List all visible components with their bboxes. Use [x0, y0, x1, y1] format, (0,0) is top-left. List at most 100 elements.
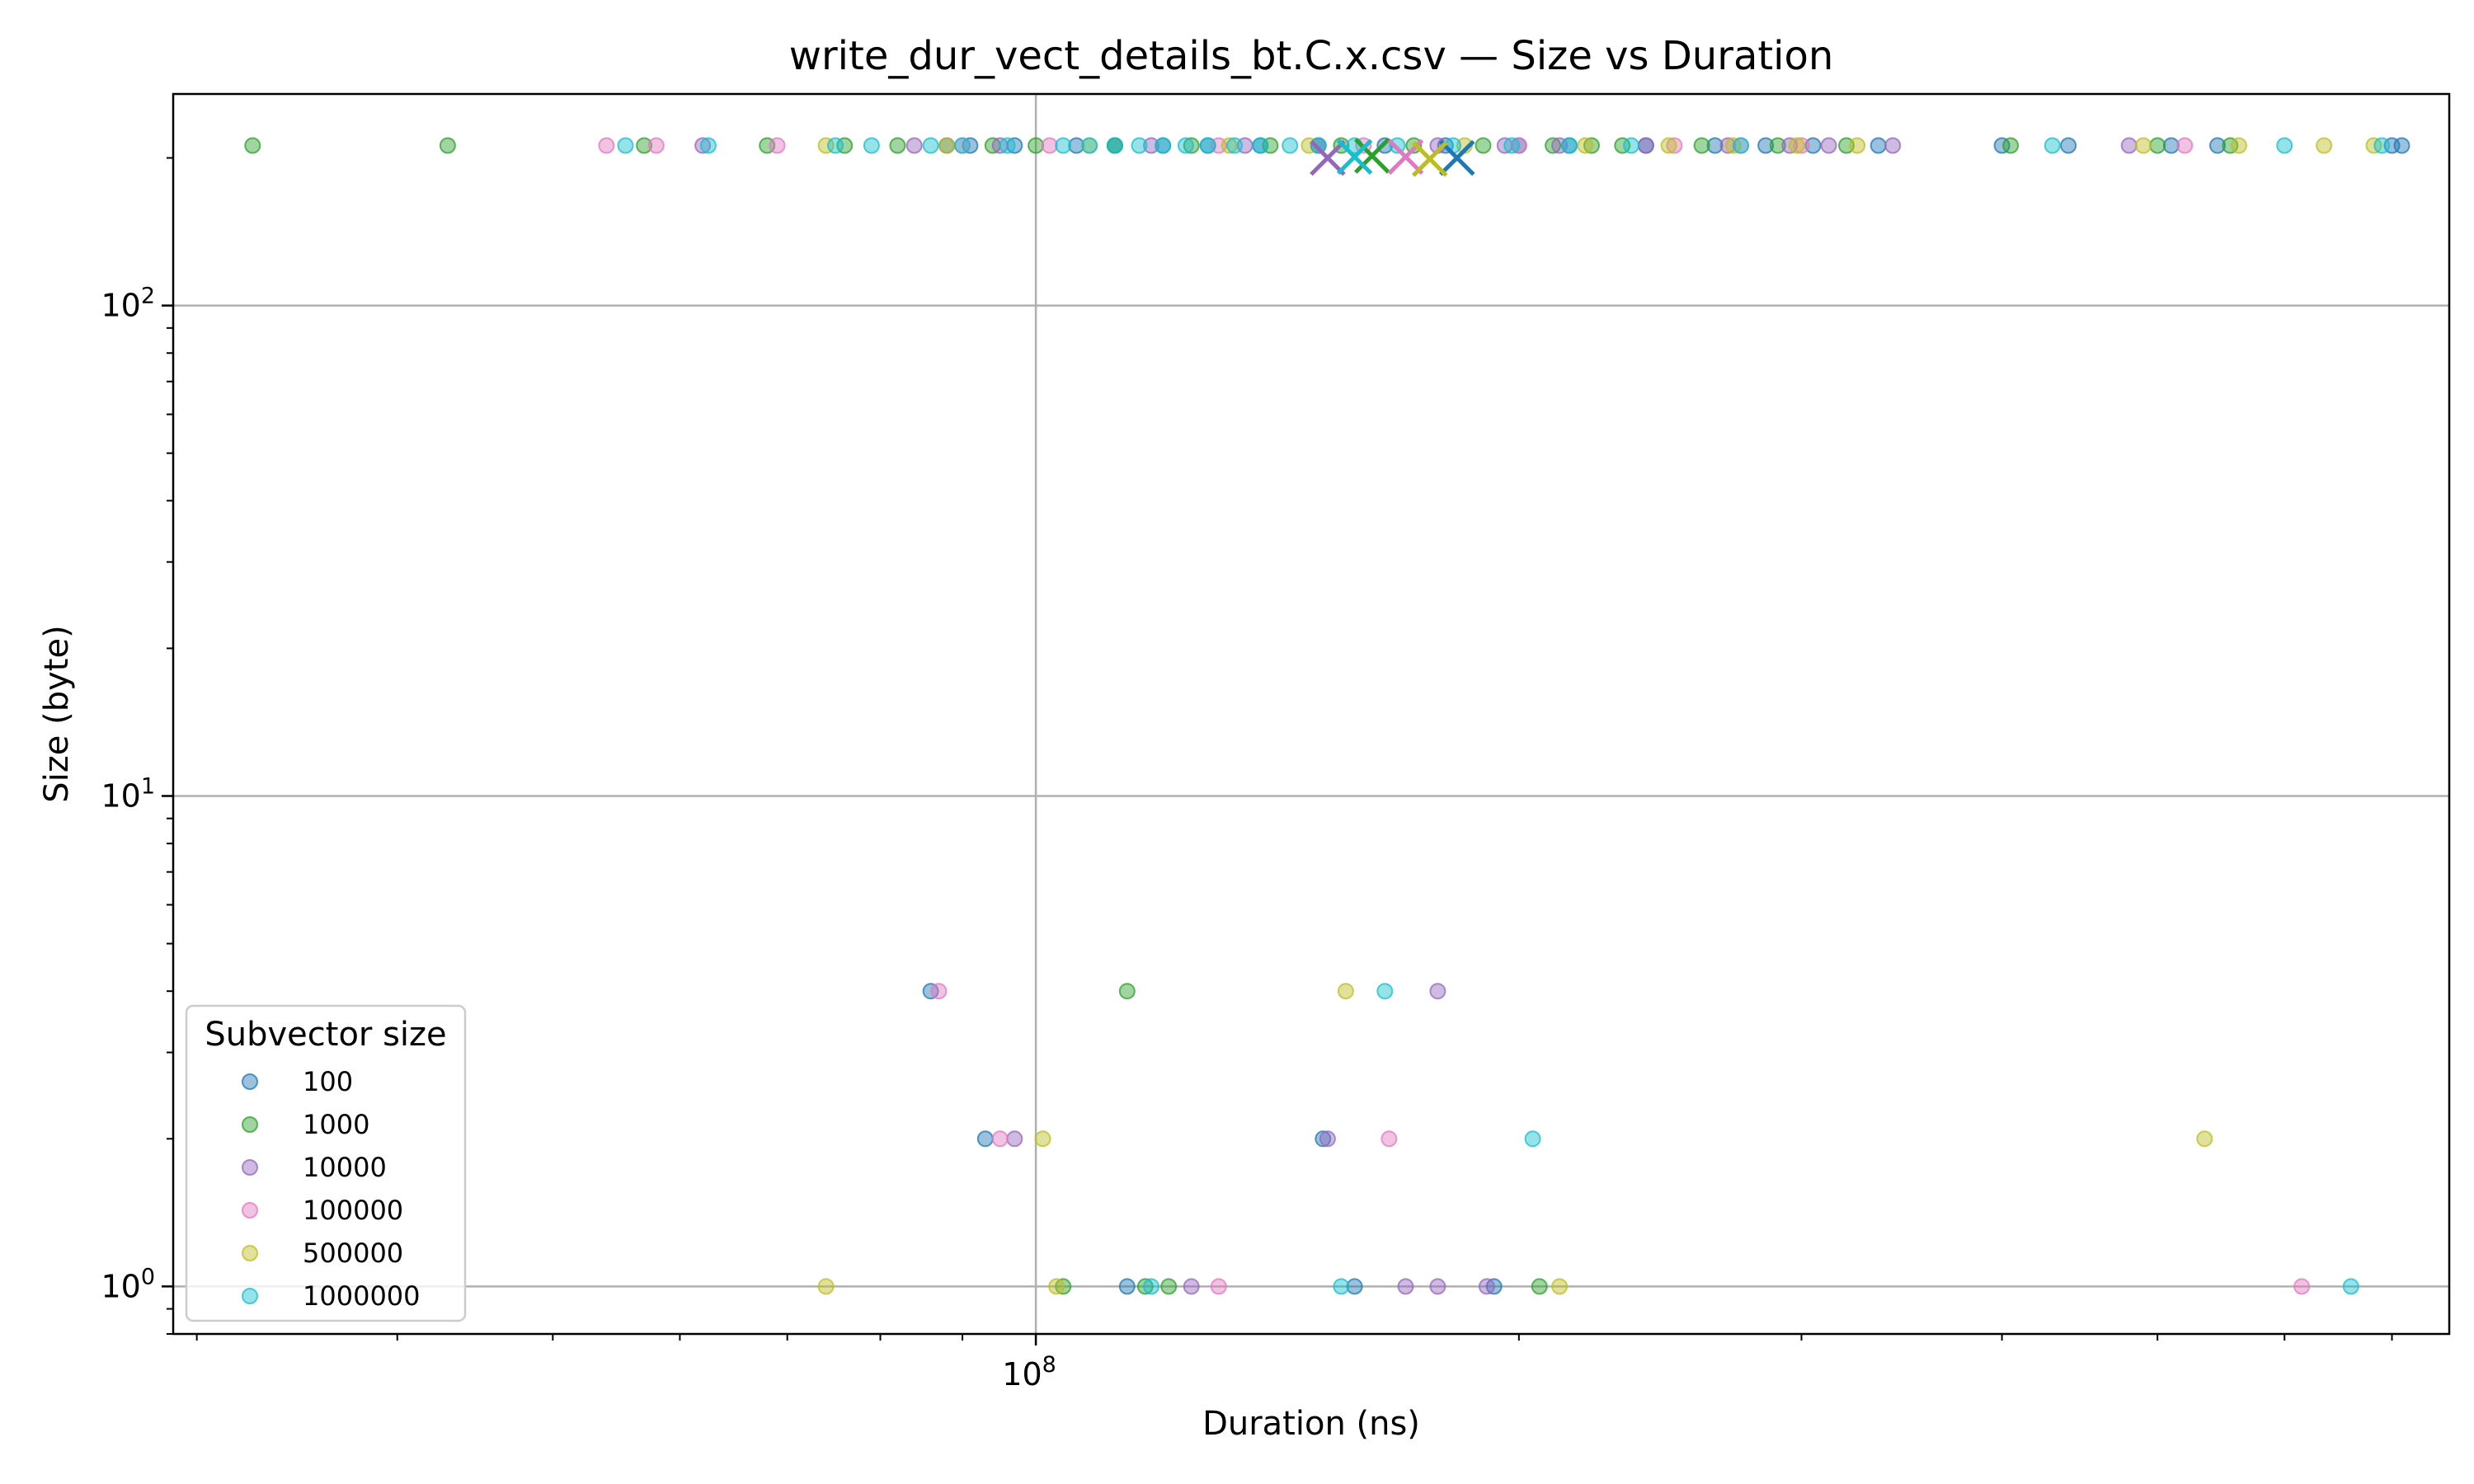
data-point — [1637, 137, 1654, 154]
mean-marker — [1412, 141, 1448, 177]
data-point — [1143, 137, 1159, 154]
data-point — [1397, 1278, 1414, 1295]
data-point — [1034, 1130, 1051, 1148]
data-point — [1346, 1278, 1363, 1295]
legend-marker — [242, 1202, 258, 1219]
data-point — [1524, 1130, 1541, 1148]
legend: Subvector size 1001000100001000005000001… — [185, 1004, 467, 1322]
legend-label: 1000000 — [303, 1280, 421, 1312]
mean-marker-stroke — [1439, 139, 1475, 176]
data-point — [905, 137, 923, 154]
legend-marker — [242, 1288, 258, 1304]
mean-marker-stroke — [1310, 139, 1346, 176]
data-point — [699, 137, 717, 154]
data-point — [1614, 137, 1631, 154]
data-point — [1376, 983, 1394, 1000]
data-point — [991, 1130, 1009, 1148]
plot-frame — [172, 92, 2451, 1336]
legend-label: 1000 — [303, 1109, 369, 1140]
axis-ticks: 108 100 101 102 — [101, 157, 2393, 1392]
data-point — [2002, 137, 2020, 154]
data-point — [999, 137, 1016, 154]
data-point — [1118, 1278, 1136, 1295]
legend-label: 100 — [303, 1066, 353, 1097]
data-point — [1389, 137, 1406, 154]
mean-marker — [1310, 139, 1346, 176]
data-point — [1315, 1130, 1332, 1148]
mean-marker-stroke — [1353, 138, 1390, 174]
data-point — [1226, 137, 1244, 154]
data-point — [1068, 137, 1085, 154]
legend-label: 500000 — [303, 1237, 403, 1269]
data-point — [1583, 137, 1600, 154]
data-point — [2373, 137, 2391, 154]
data-point — [1319, 1130, 1336, 1148]
data-point — [2342, 1278, 2359, 1295]
data-point — [617, 137, 634, 154]
data-point — [2209, 137, 2226, 154]
x-tick-label: 108 — [1002, 1352, 1056, 1392]
data-point — [1623, 137, 1640, 154]
data-point — [1118, 983, 1136, 1000]
y-tick-label: 102 — [101, 284, 155, 324]
data-point — [1177, 137, 1194, 154]
mean-marker — [1336, 139, 1373, 176]
mean-marker — [1353, 138, 1390, 174]
data-point — [2044, 137, 2061, 154]
data-point — [1252, 137, 1269, 154]
data-point — [1561, 137, 1578, 154]
legend-entries: 100 1000 10000 100000 500000 1000000 — [242, 1066, 421, 1312]
y-axis-label: Size (byte) — [38, 625, 76, 802]
mean-marker-stroke — [1336, 139, 1373, 176]
legend-marker — [242, 1245, 258, 1261]
data-point — [930, 983, 948, 1000]
data-point — [647, 137, 665, 154]
data-point — [439, 137, 456, 154]
legend-marker — [242, 1159, 258, 1176]
data-point — [817, 1278, 835, 1295]
data-point — [1551, 1278, 1569, 1295]
data-point — [1006, 1130, 1023, 1148]
y-tick-label: 101 — [101, 773, 155, 814]
data-point — [2060, 137, 2077, 154]
data-point — [1577, 137, 1594, 154]
legend-label: 10000 — [303, 1152, 387, 1183]
y-tick-label: 100 — [101, 1264, 155, 1304]
data-point — [1531, 1278, 1548, 1295]
data-point — [1793, 137, 1810, 154]
data-point — [976, 1130, 994, 1148]
data-point — [1870, 137, 1887, 154]
data-point — [938, 137, 956, 154]
data-point — [1310, 137, 1327, 154]
mean-markers — [1310, 138, 1475, 177]
data-point — [1719, 137, 1737, 154]
data-point — [2196, 1130, 2213, 1148]
mean-marker-stroke — [1412, 141, 1448, 177]
data-point — [1210, 1278, 1227, 1295]
data-point — [922, 137, 939, 154]
data-point — [1282, 137, 1299, 154]
legend-marker — [242, 1073, 258, 1090]
data-point — [1706, 137, 1724, 154]
data-point — [1503, 137, 1521, 154]
data-point — [2176, 137, 2194, 154]
data-point — [2162, 137, 2180, 154]
data-point — [1055, 137, 1072, 154]
data-point — [1106, 137, 1123, 154]
data-point — [889, 137, 906, 154]
data-point — [1757, 137, 1775, 154]
data-point — [1804, 137, 1822, 154]
data-point — [954, 137, 971, 154]
legend-title: Subvector size — [205, 1016, 446, 1054]
data-point — [1155, 137, 1172, 154]
grid-lines — [173, 94, 2449, 1334]
data-point — [1183, 137, 1200, 154]
data-point — [1660, 137, 1677, 154]
data-point — [1131, 137, 1148, 154]
data-point — [2276, 137, 2293, 154]
data-point — [1478, 1278, 1495, 1295]
data-point — [1028, 137, 1045, 154]
data-point — [1380, 1130, 1398, 1148]
data-point — [244, 137, 261, 154]
data-points — [244, 137, 2411, 1295]
